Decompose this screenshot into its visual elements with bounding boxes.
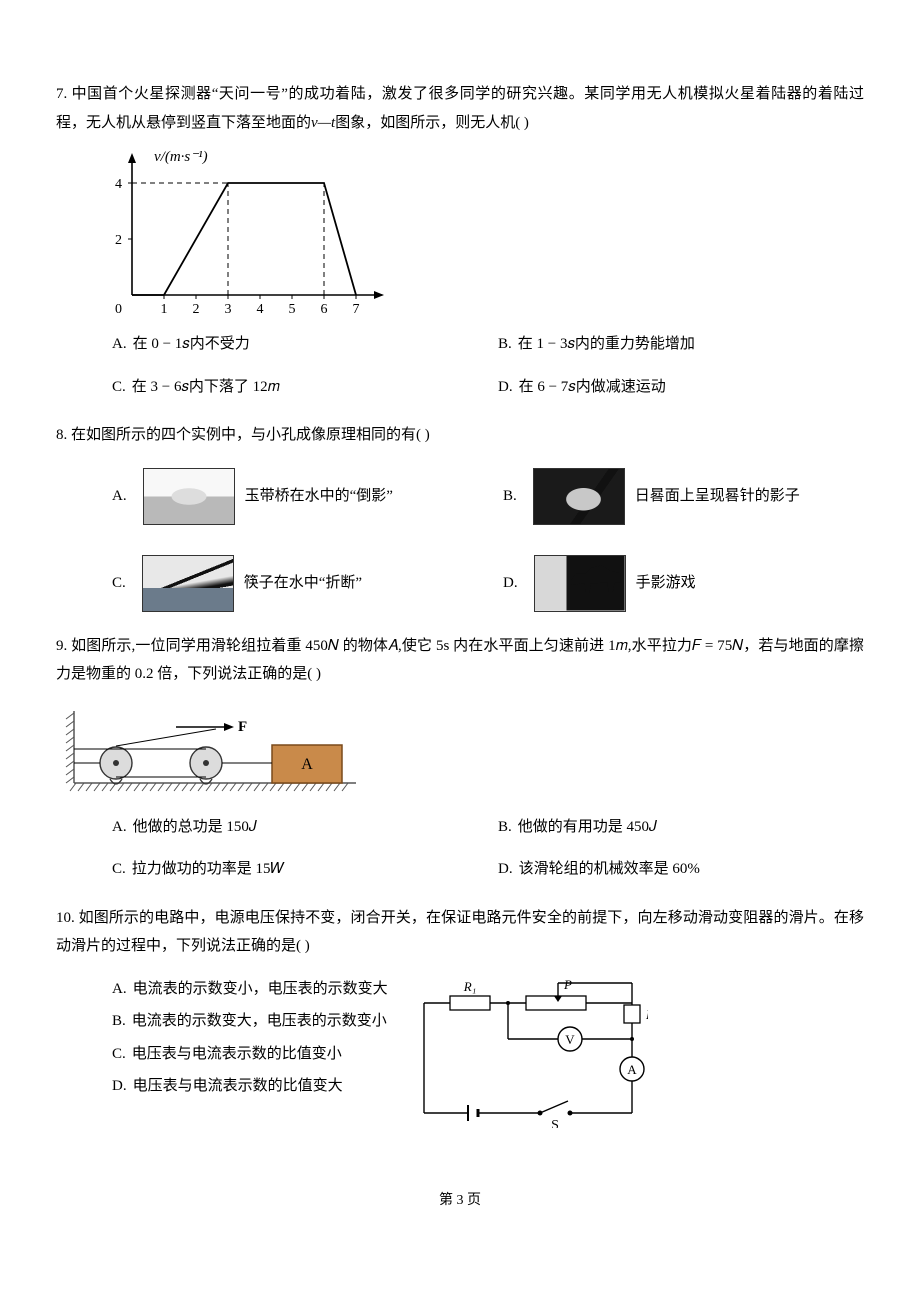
q10-optC: C. 电压表与电流表示数的比值变小 — [112, 1040, 388, 1069]
q8-optA-text: 玉带桥在水中的“倒影” — [245, 482, 393, 511]
opt-label-A: A. — [112, 336, 127, 352]
q10-optA: A. 电流表的示数变小，电压表的示数变大 — [112, 975, 388, 1004]
bridge-reflection-thumb — [143, 468, 235, 525]
q9-optB-text: 他做的有用功是 450𝐽 — [518, 819, 657, 835]
q7-optD: D. 在 6 − 7𝑠内做减速运动 — [498, 373, 864, 402]
q7-optA: A. 在 0 − 1𝑠内不受力 — [112, 330, 478, 359]
q8-optB-text: 日晷面上呈现晷针的影子 — [635, 482, 800, 511]
svg-text:2: 2 — [115, 233, 122, 248]
q8-options: A. 玉带桥在水中的“倒影” B. 日晷面上呈现晷针的影子 C. 筷子在水中“折… — [112, 468, 864, 612]
q7-vt: v—t — [311, 115, 335, 131]
opt-label-C: C. — [112, 379, 126, 395]
q10-figure: S A R₂ R₁ P V — [408, 973, 648, 1128]
svg-text:V: V — [565, 1032, 575, 1047]
q10-optD: D. 电压表与电流表示数的比值变大 — [112, 1072, 388, 1101]
svg-text:1: 1 — [161, 302, 168, 317]
svg-text:R₂: R₂ — [645, 1007, 648, 1022]
q8-optA: A. 玉带桥在水中的“倒影” — [112, 468, 473, 525]
svg-text:5: 5 — [289, 302, 296, 317]
opt-label-A: A. — [112, 819, 127, 835]
q8-optB: B. 日晷面上呈现晷针的影子 — [503, 468, 864, 525]
q8-stem: 8. 在如图所示的四个实例中，与小孔成像原理相同的有( ) — [56, 421, 864, 450]
q7-optB: B. 在 1 − 3𝑠内的重力势能增加 — [498, 330, 864, 359]
chopsticks-refraction-thumb — [142, 555, 234, 612]
svg-text:A: A — [627, 1062, 637, 1077]
q9-optC: C. 拉力做功的功率是 15𝑊 — [112, 855, 478, 884]
vt-graph: 2412345670v/(m·s⁻¹)t/s — [86, 145, 386, 320]
svg-text:3: 3 — [225, 302, 232, 317]
svg-text:R₁: R₁ — [462, 979, 475, 994]
opt-label-B: B. — [112, 1013, 126, 1029]
opt-label-D: D. — [498, 379, 513, 395]
opt-label-B: B. — [498, 336, 512, 352]
svg-text:P: P — [563, 977, 572, 992]
q10-optD-text: 电压表与电流表示数的比值变大 — [133, 1078, 343, 1094]
q10-stem: 10. 如图所示的电路中，电源电压保持不变，闭合开关，在保证电路元件安全的前提下… — [56, 904, 864, 961]
q9-optB: B. 他做的有用功是 450𝐽 — [498, 813, 864, 842]
opt-label-B: B. — [503, 482, 517, 511]
svg-text:F: F — [238, 719, 247, 735]
q9-optA-text: 他做的总功是 150𝐽 — [133, 819, 257, 835]
q7-optB-text: 在 1 − 3𝑠内的重力势能增加 — [518, 336, 695, 352]
opt-label-C: C. — [112, 569, 126, 598]
svg-text:A: A — [301, 756, 313, 773]
opt-label-C: C. — [112, 861, 126, 877]
q9-figure: FA — [56, 701, 864, 801]
q7-chart: 2412345670v/(m·s⁻¹)t/s — [86, 145, 864, 320]
page-footer: 第 3 页 — [56, 1188, 864, 1215]
q8-optD: D. 手影游戏 — [503, 555, 864, 612]
q9-options: A. 他做的总功是 150𝐽 B. 他做的有用功是 450𝐽 C. 拉力做功的功率是 … — [112, 813, 864, 884]
q7-stem: 7. 中国首个火星探测器“天问一号”的成功着陆，激发了很多同学的研究兴趣。某同学… — [56, 80, 864, 137]
q9-optD: D. 该滑轮组的机械效率是 60% — [498, 855, 864, 884]
q8-optD-text: 手影游戏 — [636, 569, 696, 598]
q10-optB-text: 电流表的示数变大，电压表的示数变小 — [132, 1013, 387, 1029]
svg-text:6: 6 — [321, 302, 328, 317]
q10-options: A.电流表的示数变小，电压表的示数变大 B.电流表的示数变大，电压表的示数变小 … — [112, 975, 388, 1101]
opt-label-D: D. — [503, 569, 518, 598]
q9-optC-text: 拉力做功的功率是 15𝑊 — [132, 861, 285, 877]
opt-label-A: A. — [112, 981, 127, 997]
svg-text:2: 2 — [193, 302, 200, 317]
q10-optB: B. 电流表的示数变大，电压表的示数变小 — [112, 1007, 388, 1036]
svg-text:4: 4 — [115, 177, 122, 192]
q7-stem-b: 图象，如图所示，则无人机( ) — [335, 115, 529, 131]
q10-optA-text: 电流表的示数变小，电压表的示数变大 — [133, 981, 388, 997]
circuit-diagram: S A R₂ R₁ P V — [408, 973, 648, 1128]
opt-label-C: C. — [112, 1046, 126, 1062]
pulley-diagram: FA — [56, 701, 376, 801]
svg-text:v/(m·s⁻¹): v/(m·s⁻¹) — [154, 149, 208, 165]
q9-optD-text: 该滑轮组的机械效率是 60% — [519, 861, 700, 877]
q7-options: A. 在 0 − 1𝑠内不受力 B. 在 1 − 3𝑠内的重力势能增加 C. 在 3 … — [112, 330, 864, 401]
opt-label-D: D. — [112, 1078, 127, 1094]
q7-optC: C. 在 3 − 6𝑠内下落了 12𝑚 — [112, 373, 478, 402]
q7-optA-text: 在 0 − 1𝑠内不受力 — [133, 336, 250, 352]
svg-text:0: 0 — [115, 302, 122, 317]
q8-optC-text: 筷子在水中“折断” — [244, 569, 362, 598]
q7-optC-text: 在 3 − 6𝑠内下落了 12𝑚 — [132, 379, 280, 395]
sundial-shadow-thumb — [533, 468, 625, 525]
svg-text:7: 7 — [353, 302, 360, 317]
q9-stem: 9. 如图所示,一位同学用滑轮组拉着重 450𝑁 的物体𝐴,使它 5s 内在水平… — [56, 632, 864, 689]
opt-label-B: B. — [498, 819, 512, 835]
q10-optC-text: 电压表与电流表示数的比值变小 — [132, 1046, 342, 1062]
hand-shadow-thumb — [534, 555, 626, 612]
svg-text:4: 4 — [257, 302, 264, 317]
opt-label-A: A. — [112, 482, 127, 511]
q9-optA: A. 他做的总功是 150𝐽 — [112, 813, 478, 842]
q7-optD-text: 在 6 − 7𝑠内做减速运动 — [519, 379, 666, 395]
opt-label-D: D. — [498, 861, 513, 877]
q8-optC: C. 筷子在水中“折断” — [112, 555, 473, 612]
svg-text:S: S — [551, 1118, 559, 1128]
